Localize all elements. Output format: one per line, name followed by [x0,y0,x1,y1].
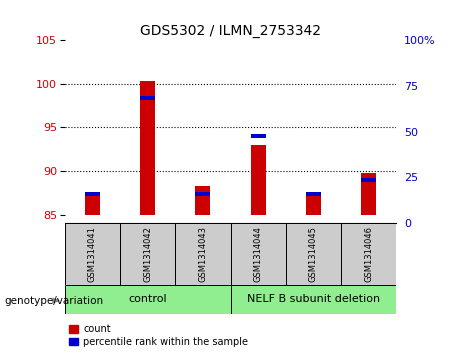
Text: GSM1314046: GSM1314046 [364,226,373,282]
Text: GSM1314041: GSM1314041 [88,226,97,282]
Title: GDS5302 / ILMN_2753342: GDS5302 / ILMN_2753342 [140,24,321,37]
Bar [85,195,100,215]
Bar [140,81,155,215]
Bar [140,95,155,99]
Text: GSM1314043: GSM1314043 [198,226,207,282]
Text: GSM1314045: GSM1314045 [309,226,318,282]
Bar [230,285,396,314]
Bar [286,223,341,285]
Bar [250,145,266,215]
Bar [195,186,210,215]
Bar [341,223,396,285]
Text: GSM1314044: GSM1314044 [254,226,263,282]
Bar [85,192,100,196]
Bar [230,223,286,285]
Bar [306,192,321,196]
Bar [195,192,210,196]
Bar [65,285,230,314]
Bar [361,178,376,182]
Text: genotype/variation: genotype/variation [5,295,104,306]
Bar [175,223,230,285]
Bar [120,223,175,285]
Text: control: control [128,294,167,305]
Bar [306,195,321,215]
Bar [65,223,120,285]
Bar [361,173,376,215]
Text: NELF B subunit deletion: NELF B subunit deletion [247,294,380,305]
Bar [250,134,266,138]
Text: GSM1314042: GSM1314042 [143,226,152,282]
Legend: count, percentile rank within the sample: count, percentile rank within the sample [70,324,248,347]
Polygon shape [53,298,59,303]
